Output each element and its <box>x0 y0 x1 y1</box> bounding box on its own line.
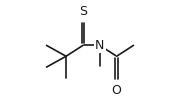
Text: N: N <box>95 39 104 52</box>
Text: O: O <box>112 84 122 97</box>
Text: S: S <box>79 5 87 18</box>
